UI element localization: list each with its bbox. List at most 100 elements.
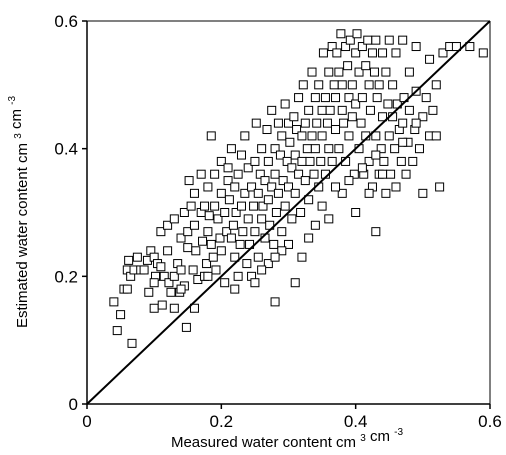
data-point <box>309 169 319 179</box>
data-point <box>260 176 270 186</box>
data-point <box>277 246 287 256</box>
data-point <box>365 105 375 115</box>
data-point <box>363 35 373 45</box>
data-point <box>336 29 346 39</box>
data-point <box>322 118 332 128</box>
data-point <box>435 182 445 192</box>
data-point <box>139 265 149 275</box>
data-point <box>438 48 448 58</box>
data-point <box>343 61 353 71</box>
data-point <box>381 188 391 198</box>
data-point <box>294 169 304 179</box>
data-point <box>381 67 391 77</box>
data-point <box>297 131 307 141</box>
data-point <box>312 118 322 128</box>
x-axis-unit-b: cm <box>370 428 390 445</box>
data-point <box>184 176 194 186</box>
data-point <box>223 176 233 186</box>
data-point <box>307 131 317 141</box>
data-point <box>233 271 243 281</box>
data-point <box>418 188 428 198</box>
data-point <box>127 338 137 348</box>
data-point <box>344 93 354 103</box>
data-point <box>386 169 396 179</box>
data-point <box>247 182 257 192</box>
x-axis-title-main: Measured water content <box>171 434 333 451</box>
data-point <box>364 80 374 90</box>
x-axis-unit-b-sup: -3 <box>394 427 403 438</box>
data-point <box>317 131 327 141</box>
data-point <box>235 239 245 249</box>
data-point <box>411 118 421 128</box>
data-point <box>347 112 357 122</box>
data-point <box>202 259 212 269</box>
data-point <box>349 169 359 179</box>
data-point <box>357 93 367 103</box>
data-point <box>421 93 431 103</box>
y-axis-unit-b-sup: -3 <box>7 96 18 105</box>
data-point <box>196 169 206 179</box>
data-point <box>263 195 273 205</box>
data-point <box>390 144 400 154</box>
data-point <box>257 214 267 224</box>
data-points <box>109 29 488 348</box>
data-point <box>157 300 167 310</box>
data-point <box>169 271 179 281</box>
x-axis-unit-a: cm <box>336 434 356 451</box>
data-point <box>290 150 300 160</box>
data-point <box>356 118 366 128</box>
data-point <box>304 233 314 243</box>
data-point <box>109 297 119 307</box>
data-point <box>391 182 401 192</box>
data-point <box>270 144 280 154</box>
data-point <box>318 48 328 58</box>
data-point <box>228 220 238 230</box>
data-point <box>351 48 361 58</box>
data-point <box>149 303 159 313</box>
data-point <box>238 227 248 237</box>
plot-area: 0 0.2 0.4 0.6 0 0.2 0.4 0.6 <box>54 12 501 431</box>
data-point <box>213 214 223 224</box>
y-tick-label: 0.4 <box>54 140 78 159</box>
y-ticks: 0 0.2 0.4 0.6 <box>54 12 87 414</box>
data-point <box>250 227 260 237</box>
data-point <box>285 137 295 147</box>
data-point <box>208 252 218 262</box>
data-point <box>327 156 337 166</box>
data-point <box>189 188 199 198</box>
data-point <box>277 227 287 237</box>
x-tick-label: 0.6 <box>478 412 502 431</box>
data-point <box>278 176 288 186</box>
data-point <box>179 208 189 217</box>
x-tick-label: 0.2 <box>210 412 234 431</box>
data-point <box>332 48 342 58</box>
data-point <box>371 150 381 160</box>
x-tick-label: 0 <box>82 412 91 431</box>
data-point <box>176 284 186 294</box>
data-point <box>404 67 414 77</box>
data-point <box>203 271 213 281</box>
x-tick-label: 0.4 <box>344 412 368 431</box>
data-point <box>164 278 174 288</box>
data-point <box>317 201 327 211</box>
data-point <box>331 182 341 192</box>
data-point <box>186 201 196 211</box>
data-point <box>280 201 290 211</box>
data-point <box>166 287 176 297</box>
data-point <box>230 182 240 192</box>
data-point <box>116 310 126 320</box>
data-point <box>242 259 252 269</box>
data-point <box>226 144 236 154</box>
data-point <box>383 99 393 109</box>
data-point <box>384 35 394 45</box>
data-point <box>341 42 351 52</box>
data-point <box>267 105 277 115</box>
data-point <box>320 93 330 103</box>
data-point <box>226 233 236 243</box>
data-point <box>287 163 297 173</box>
data-point <box>408 156 418 166</box>
data-point <box>304 195 314 205</box>
data-point <box>236 201 246 211</box>
data-point <box>367 48 377 58</box>
